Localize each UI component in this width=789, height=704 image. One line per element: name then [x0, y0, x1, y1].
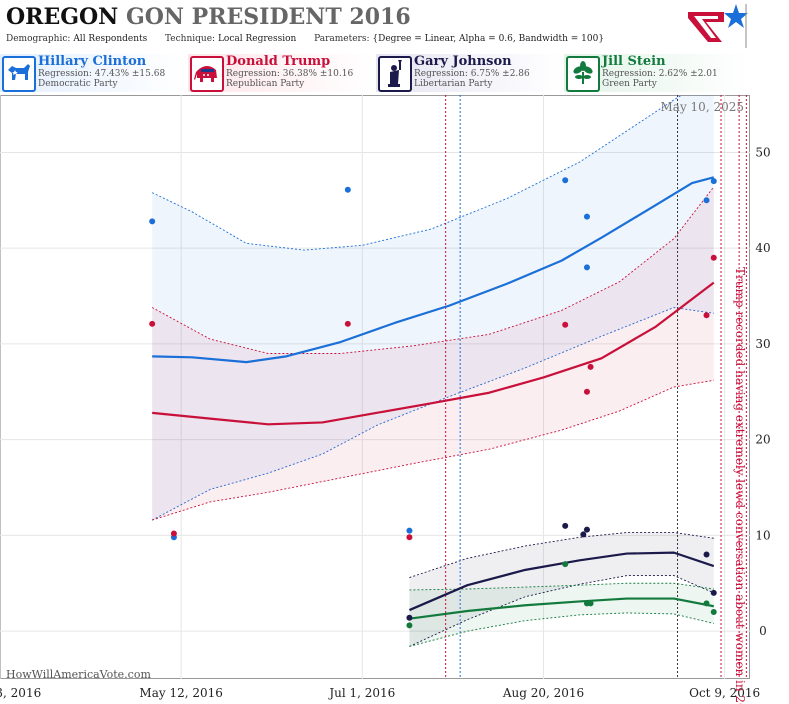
poll-points: [149, 177, 717, 629]
x-axis: Mar 23, 2016 May 12, 2016 Jul 1, 2016 Aug 2…: [0, 686, 760, 700]
date-label: May 10, 2025: [661, 100, 744, 114]
poll-point: [149, 320, 156, 327]
x-tick-label: Jul 1, 2016: [327, 686, 395, 700]
parameters-label: Parameters:: [314, 34, 370, 44]
trend-lines: [152, 176, 715, 620]
elephant-icon: [190, 56, 224, 92]
upper-bound-line: [151, 95, 683, 251]
candidate-card-clinton: Hillary Clinton Regression: 47.43% ±15.6…: [0, 54, 186, 92]
confidence-band: [152, 95, 714, 521]
upper-bound-line: [409, 532, 714, 578]
poll-point: [703, 551, 710, 558]
poll-point: [562, 561, 569, 568]
event-annotation: Trump recorded having extremely lewd con…: [733, 267, 747, 704]
page-title: OREGON GON PRESIDENT 2016: [6, 4, 411, 30]
x-tick-label: Aug 20, 2016: [502, 686, 584, 700]
x-tick-label: May 12, 2016: [139, 686, 222, 700]
y-tick-label: 50: [755, 145, 770, 159]
trend-line: [152, 281, 715, 426]
poll-point: [344, 186, 351, 193]
candidate-name: Donald Trump: [226, 54, 331, 69]
poll-point: [562, 522, 569, 529]
site-logo: [688, 4, 748, 48]
poll-point: [703, 197, 710, 204]
title-state: OREGON: [6, 4, 119, 30]
poll-point: [583, 213, 590, 220]
y-tick-label: 0: [759, 624, 767, 638]
poll-point: [583, 526, 590, 533]
watermark: HowWillAmericaVote.com: [6, 668, 151, 681]
poll-point: [587, 363, 594, 370]
technique-value: Local Regression: [217, 34, 297, 44]
candidate-party: Libertarian Party: [414, 79, 493, 89]
poll-point: [703, 312, 710, 319]
lower-bound-line: [409, 575, 714, 647]
poll-point: [710, 178, 717, 185]
y-tick-label: 10: [755, 528, 770, 542]
y-tick-label: 40: [755, 241, 770, 255]
candidate-party: Democratic Party: [38, 79, 118, 89]
poll-point: [583, 388, 590, 395]
candidate-name: Hillary Clinton: [38, 54, 147, 69]
y-axis: 0 10 20 30 40 50: [755, 145, 770, 638]
candidate-card-stein: Jill Stein Regression: 2.62% ±2.01 Green…: [564, 54, 750, 92]
poll-point: [703, 600, 710, 607]
confidence-band: [152, 186, 714, 521]
trend-line: [409, 597, 714, 620]
lower-bound-line: [152, 379, 714, 521]
lower-bound-line: [409, 612, 714, 647]
poll-point: [406, 527, 413, 534]
poll-point: [406, 622, 413, 629]
donkey-icon: [2, 56, 36, 92]
candidate-name: Gary Johnson: [414, 54, 512, 69]
candidate-card-trump: Donald Trump Regression: 36.38% ±10.16 R…: [188, 54, 374, 92]
demographic-label: Demographic:: [6, 34, 71, 44]
poll-point: [587, 600, 594, 607]
header: OREGON GON PRESIDENT 2016 Demographic: A…: [0, 0, 789, 52]
candidate-party: Republican Party: [226, 79, 305, 89]
demographic-value: All Respondents: [73, 34, 148, 44]
x-tick-label: Oct 9, 2016: [689, 686, 760, 700]
confidence-band: [409, 532, 714, 647]
poll-point: [170, 530, 177, 537]
lower-bound-line: [151, 307, 714, 521]
statue-of-liberty-icon: [378, 56, 412, 92]
candidate-party: Green Party: [602, 79, 657, 89]
upper-bound-line: [151, 186, 715, 354]
candidate-name: Jill Stein: [602, 54, 666, 69]
poll-point: [710, 608, 717, 615]
plot-area: [0, 95, 750, 679]
candidate-regression: Regression: 36.38% ±10.16: [226, 69, 354, 79]
plant-icon: [566, 56, 600, 92]
confidence-bands: [151, 95, 715, 647]
poll-point: [406, 534, 413, 541]
parameters-line: Demographic: All Respondents Technique: …: [6, 34, 604, 44]
candidate-regression: Regression: 2.62% ±2.01: [602, 69, 718, 79]
poll-point: [344, 320, 351, 327]
title-rest: GON PRESIDENT 2016: [125, 4, 411, 30]
poll-point: [580, 531, 587, 538]
x-tick-label: Mar 23, 2016: [0, 686, 41, 700]
upper-bound-line: [409, 582, 714, 591]
poll-point: [149, 218, 156, 225]
candidate-card-johnson: Gary Johnson Regression: 6.75% ±2.86 Lib…: [376, 54, 562, 92]
trend-line: [152, 176, 715, 364]
poll-point: [562, 321, 569, 328]
regression-chart: 0 10 20 30 40 50 Mar 23, 2016 May 12, 2016 Jul …: [0, 95, 771, 704]
trend-line: [408, 551, 715, 612]
candidate-legend: Hillary Clinton Regression: 47.43% ±15.6…: [0, 54, 789, 94]
candidate-regression: Regression: 47.43% ±15.68: [38, 69, 166, 79]
y-tick-label: 20: [755, 433, 770, 447]
poll-point: [583, 264, 590, 271]
poll-point: [710, 254, 717, 261]
technique-label: Technique:: [165, 34, 216, 44]
y-tick-label: 30: [755, 337, 770, 351]
poll-point: [562, 177, 569, 184]
candidate-regression: Regression: 6.75% ±2.86: [414, 69, 530, 79]
parameters-value: {Degree = Linear, Alpha = 0.6, Bandwidth…: [372, 34, 605, 44]
poll-point: [710, 589, 717, 596]
poll-point: [406, 614, 413, 621]
